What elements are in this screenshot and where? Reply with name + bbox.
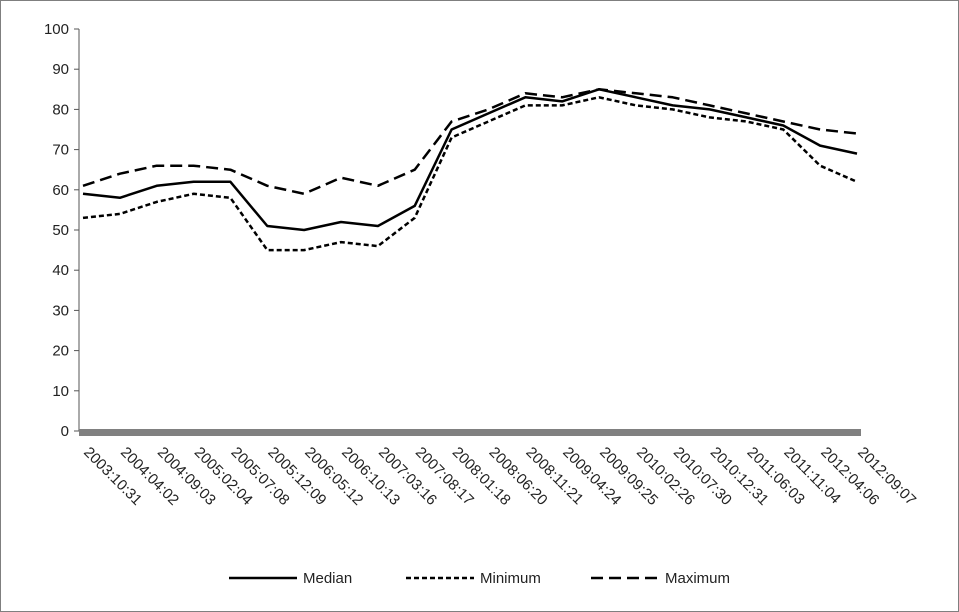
y-tick-label: 60 — [52, 182, 69, 199]
legend-label-maximum: Maximum — [665, 570, 730, 587]
y-tick-label: 0 — [61, 423, 69, 440]
y-tick-label: 10 — [52, 383, 69, 400]
y-tick-label: 80 — [52, 101, 69, 118]
series-line-median — [82, 88, 858, 232]
x-axis-bar — [79, 429, 861, 436]
legend-label-median: Median — [303, 570, 352, 587]
series-line-minimum — [82, 96, 858, 252]
series-lines — [82, 88, 858, 252]
y-tick-label: 30 — [52, 302, 69, 319]
y-axis: 0 10 20 30 40 50 60 70 80 90 100 — [44, 21, 80, 440]
y-tick-label: 70 — [52, 142, 69, 159]
series-line-maximum — [82, 88, 858, 196]
legend: Median Minimum Maximum — [229, 570, 730, 587]
y-tick-label: 90 — [52, 61, 69, 78]
x-axis: 2003:10:312004:04:022004:09:032005:02:04… — [79, 429, 919, 509]
legend-label-minimum: Minimum — [480, 570, 541, 587]
y-tick-label: 40 — [52, 262, 69, 279]
y-tick-label: 100 — [44, 21, 69, 38]
y-tick-label: 50 — [52, 222, 69, 239]
y-tick-label: 20 — [52, 343, 69, 360]
